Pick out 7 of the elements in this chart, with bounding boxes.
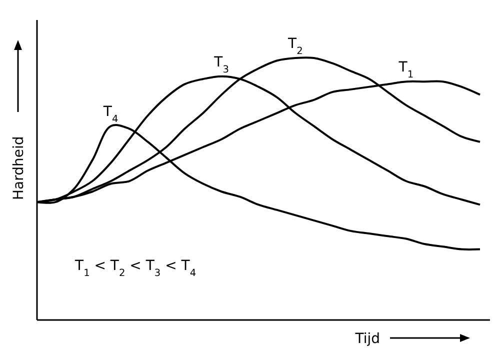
series-label: T$_{2}$ [287,36,303,56]
y-axis-title: Hardheid [11,136,27,200]
annotation: T$_{1}$ < T$_{2}$ < T$_{3}$ < T$_{4}$ [74,258,196,278]
series-label: T$_{4}$ [102,104,118,125]
series-label: T$_{3}$ [213,54,229,75]
series-label: T$_{1}$ [398,60,414,80]
x-axis-title: Tijd [354,331,380,347]
